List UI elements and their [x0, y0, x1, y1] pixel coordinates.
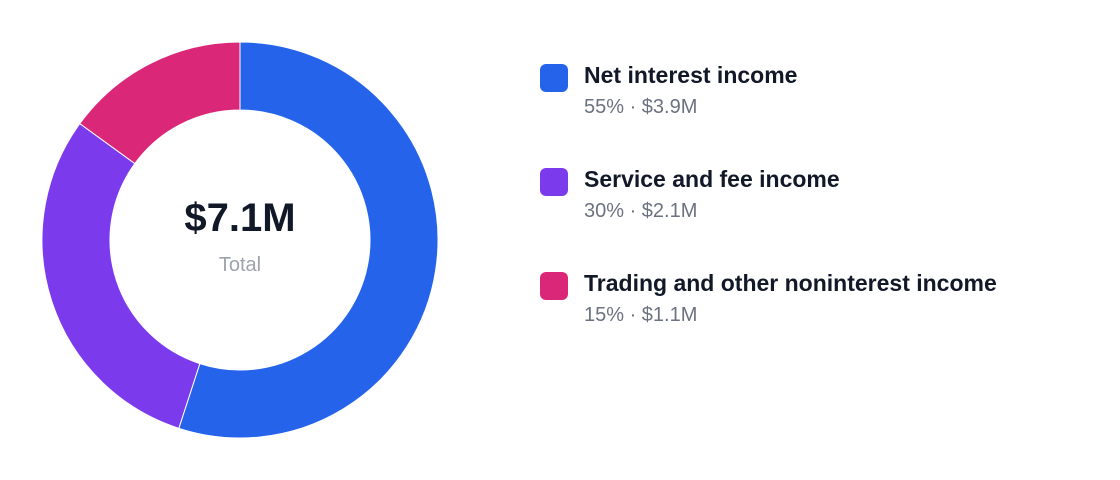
donut-slice-trading-and-other-noninterest-income [79, 41, 241, 165]
legend-label: Trading and other noninterest income [584, 270, 997, 296]
donut-chart: $7.1M Total [40, 40, 440, 440]
legend-detail: 55% · $3.9M [584, 96, 698, 118]
legend: Net interest income 55% · $3.9M Service … [540, 60, 1100, 372]
donut-chart-svg [41, 41, 439, 439]
donut-slice-net-interest-income [178, 41, 439, 439]
legend-label: Net interest income [584, 62, 798, 88]
legend-swatch-trading-and-other-income [540, 272, 568, 300]
donut-slice-service-and-fee-income [41, 122, 201, 429]
legend-item-trading-and-other-income: Trading and other noninterest income 15%… [540, 268, 1100, 372]
legend-detail: 15% · $1.1M [584, 304, 698, 326]
legend-swatch-net-interest-income [540, 64, 568, 92]
legend-item-service-and-fee-income: Service and fee income 30% · $2.1M [540, 164, 1100, 268]
legend-item-net-interest-income: Net interest income 55% · $3.9M [540, 60, 1100, 164]
legend-label: Service and fee income [584, 166, 840, 192]
legend-swatch-service-and-fee-income [540, 168, 568, 196]
legend-detail: 30% · $2.1M [584, 200, 698, 222]
